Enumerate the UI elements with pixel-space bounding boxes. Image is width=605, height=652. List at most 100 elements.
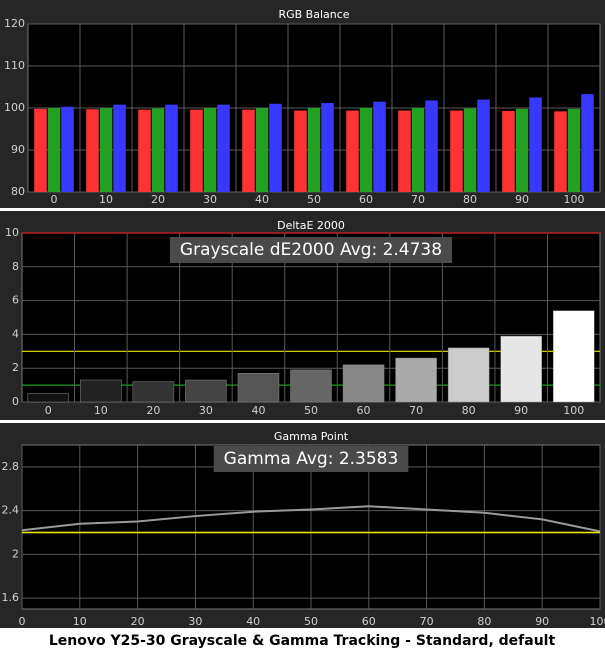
bar [294,110,307,192]
bar [581,94,594,192]
bar [515,108,529,192]
y-tick-label: 10 [5,226,19,239]
x-tick-label: 80 [463,193,477,206]
bar [342,364,385,403]
x-tick-label: 40 [246,615,260,628]
bar [99,108,113,192]
bar [27,393,70,403]
bar [502,110,515,192]
y-tick-label: 110 [4,59,25,72]
x-tick-label: 0 [45,404,52,417]
x-tick-label: 50 [304,404,318,417]
bar [113,104,126,192]
y-tick-label: 0 [12,395,19,408]
bar [242,109,255,192]
bar [61,106,74,192]
y-tick-label: 120 [4,17,25,30]
bar [237,373,280,403]
x-tick-label: 100 [563,404,584,417]
bar [425,100,438,192]
y-tick-label: 80 [11,185,25,198]
x-tick-label: 100 [590,615,605,628]
annotation-box [213,446,409,472]
x-tick-label: 20 [146,404,160,417]
y-tick-label: 2.8 [2,460,20,473]
x-tick-label: 40 [251,404,265,417]
x-tick-label: 30 [203,193,217,206]
x-tick-label: 60 [359,193,373,206]
y-tick-label: 2 [12,361,19,374]
chart-title: DeltaE 2000 [277,219,345,232]
x-tick-label: 100 [564,193,585,206]
bar [529,97,542,192]
bar [321,102,334,192]
x-tick-label: 70 [409,404,423,417]
bar [47,108,61,192]
caption: Lenovo Y25-30 Grayscale & Gamma Tracking… [49,633,556,649]
bar [554,111,567,192]
bar [185,379,227,403]
bar [346,110,359,192]
y-tick-label: 4 [12,327,19,340]
bar [190,109,203,192]
x-tick-label: 60 [357,404,371,417]
y-tick-label: 2.4 [2,504,20,517]
y-tick-label: 100 [4,101,25,114]
x-tick-label: 0 [51,193,58,206]
y-tick-label: 90 [11,143,25,156]
bar [398,110,411,192]
x-tick-label: 30 [199,404,213,417]
bar [450,110,463,192]
x-tick-label: 80 [477,615,491,628]
y-tick-label: 2 [12,547,19,560]
bar [411,108,425,192]
bar [86,109,99,192]
x-tick-label: 10 [73,615,87,628]
x-tick-label: 50 [307,193,321,206]
bar [255,108,269,192]
x-tick-label: 20 [151,193,165,206]
bar [359,108,373,192]
bar [463,108,477,192]
bar [80,379,122,403]
bar [552,310,595,403]
x-tick-label: 90 [515,193,529,206]
x-tick-label: 40 [255,193,269,206]
x-tick-label: 70 [420,615,434,628]
x-tick-label: 10 [94,404,108,417]
bar [132,381,175,403]
bar [217,104,230,192]
bar [203,108,217,192]
bar [373,101,386,192]
x-tick-label: 50 [304,615,318,628]
chart-title: RGB Balance [278,8,349,21]
x-tick-label: 90 [535,615,549,628]
x-tick-label: 80 [462,404,476,417]
x-tick-label: 20 [131,615,145,628]
x-tick-label: 90 [514,404,528,417]
annotation: Grayscale dE2000 Avg: 2.4738 [180,240,442,260]
y-tick-label: 6 [12,294,19,307]
x-tick-label: 10 [99,193,113,206]
bar [477,99,490,192]
y-tick-label: 8 [12,260,19,273]
chart-title: Gamma Point [274,430,349,443]
annotation-box [169,237,453,263]
bar [34,108,47,192]
bar [307,108,321,192]
bar [269,103,282,192]
bar [447,347,490,403]
bar [165,104,178,192]
x-tick-label: 60 [362,615,376,628]
bar [567,108,581,192]
bar [500,335,542,403]
x-tick-label: 70 [411,193,425,206]
annotation: Gamma Avg: 2.3583 [224,449,399,469]
bar [395,357,437,403]
bar [290,369,332,403]
bar [138,109,151,192]
x-tick-label: 30 [188,615,202,628]
y-tick-label: 1.6 [2,591,20,604]
x-tick-label: 0 [19,615,26,628]
